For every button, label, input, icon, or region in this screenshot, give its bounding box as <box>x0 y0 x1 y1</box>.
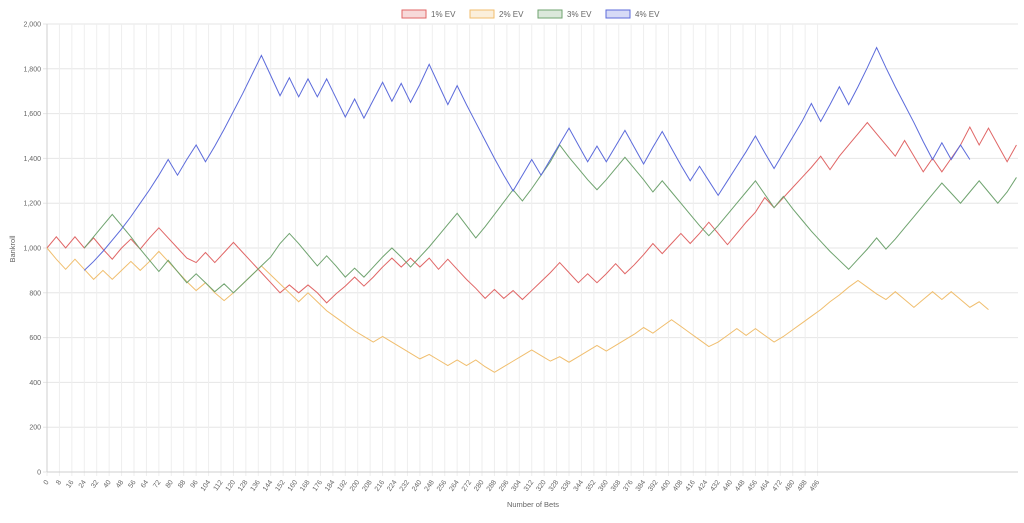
x-tick-label: 480 <box>784 479 796 493</box>
x-tick-label: 272 <box>461 479 473 493</box>
x-tick-label: 392 <box>647 479 659 493</box>
x-tick-label: 408 <box>672 479 684 493</box>
x-tick-label: 144 <box>262 479 274 493</box>
series-line-2 <box>46 247 989 373</box>
legend-swatch <box>401 9 427 19</box>
y-tick-label: 400 <box>29 380 41 387</box>
x-tick-label: 168 <box>299 479 311 493</box>
y-tick-label: 2,000 <box>23 22 41 29</box>
x-tick-label: 456 <box>747 479 759 493</box>
x-tick-label: 288 <box>486 479 498 493</box>
x-tick-label: 48 <box>115 479 125 489</box>
x-tick-label: 24 <box>78 479 88 489</box>
x-tick-label: 0 <box>43 479 51 486</box>
x-tick-label: 368 <box>610 479 622 493</box>
x-tick-label: 488 <box>796 479 808 493</box>
x-tick-label: 312 <box>523 479 535 493</box>
x-tick-label: 8 <box>55 479 63 486</box>
x-tick-label: 320 <box>535 479 547 493</box>
x-tick-label: 232 <box>399 479 411 493</box>
grid <box>43 23 1018 476</box>
y-tick-label: 600 <box>29 335 41 342</box>
legend: 1% EV 2% EV 3% EV 4% EV <box>401 9 660 19</box>
series-lines <box>46 46 1017 373</box>
legend-label: 2% EV <box>499 10 524 19</box>
x-tick-label: 112 <box>212 479 224 492</box>
y-axis-title: Bankroll <box>8 235 17 262</box>
x-tick-label: 88 <box>177 479 187 489</box>
x-tick-label: 472 <box>771 479 783 493</box>
x-axis-title: Number of Bets <box>507 500 559 509</box>
x-tick-label: 424 <box>697 479 709 493</box>
x-tick-label: 280 <box>473 479 485 493</box>
series-line-1 <box>46 121 1017 304</box>
x-tick-label: 336 <box>560 479 572 493</box>
x-tick-label: 16 <box>65 479 75 489</box>
x-tick-label: 32 <box>90 479 100 489</box>
x-tick-label: 104 <box>200 479 212 493</box>
x-tick-label: 440 <box>722 479 734 493</box>
legend-label: 1% EV <box>431 10 456 19</box>
x-tick-label: 416 <box>684 479 696 493</box>
x-tick-label: 448 <box>734 479 746 493</box>
y-tick-label: 1,800 <box>23 66 41 73</box>
x-tick-label: 128 <box>237 479 249 493</box>
axes: 02004006008001,0001,2001,4001,6001,8002,… <box>23 22 1018 493</box>
y-tick-label: 1,200 <box>23 201 41 208</box>
x-tick-label: 296 <box>498 479 510 493</box>
x-tick-label: 400 <box>660 479 672 493</box>
y-tick-label: 1,400 <box>23 156 41 163</box>
x-tick-label: 464 <box>759 479 771 493</box>
series-line-3 <box>83 144 1017 294</box>
y-tick-label: 800 <box>29 290 41 297</box>
y-tick-label: 1,600 <box>23 111 41 118</box>
y-tick-label: 0 <box>37 470 41 477</box>
x-tick-label: 64 <box>140 479 150 489</box>
x-tick-label: 344 <box>573 479 585 493</box>
x-tick-label: 264 <box>448 479 460 493</box>
legend-label: 3% EV <box>567 10 592 19</box>
x-tick-label: 192 <box>336 479 348 493</box>
x-tick-label: 136 <box>249 479 261 493</box>
x-tick-label: 224 <box>386 479 398 493</box>
x-tick-label: 184 <box>324 479 336 493</box>
x-tick-label: 96 <box>190 479 200 489</box>
x-tick-label: 248 <box>423 479 435 493</box>
x-tick-label: 216 <box>374 479 386 493</box>
x-tick-label: 200 <box>349 479 361 493</box>
x-tick-label: 40 <box>103 479 113 489</box>
x-tick-label: 120 <box>225 479 237 493</box>
x-tick-label: 208 <box>361 479 373 493</box>
x-tick-label: 376 <box>622 479 634 493</box>
x-tick-label: 496 <box>809 479 821 493</box>
legend-swatch <box>537 9 563 19</box>
series-line-4 <box>83 46 971 271</box>
x-tick-label: 72 <box>152 479 162 489</box>
x-tick-label: 160 <box>287 479 299 493</box>
legend-item-1[interactable]: 1% EV <box>401 9 456 19</box>
x-tick-label: 360 <box>597 479 609 493</box>
x-tick-label: 352 <box>585 479 597 493</box>
x-tick-label: 56 <box>127 479 137 489</box>
x-tick-label: 152 <box>274 479 286 493</box>
x-tick-label: 240 <box>411 479 423 493</box>
x-tick-label: 328 <box>548 479 560 493</box>
x-tick-label: 256 <box>436 479 448 493</box>
y-tick-label: 200 <box>29 425 41 432</box>
legend-item-2[interactable]: 2% EV <box>469 9 524 19</box>
legend-label: 4% EV <box>635 10 660 19</box>
legend-item-3[interactable]: 3% EV <box>537 9 592 19</box>
legend-item-4[interactable]: 4% EV <box>605 9 660 19</box>
x-tick-label: 384 <box>635 479 647 493</box>
legend-swatch <box>469 9 495 19</box>
x-tick-label: 304 <box>510 479 522 493</box>
legend-swatch <box>605 9 631 19</box>
y-tick-label: 1,000 <box>23 246 41 253</box>
x-tick-label: 432 <box>709 479 721 493</box>
x-tick-label: 176 <box>312 479 324 493</box>
x-tick-label: 80 <box>165 479 175 489</box>
